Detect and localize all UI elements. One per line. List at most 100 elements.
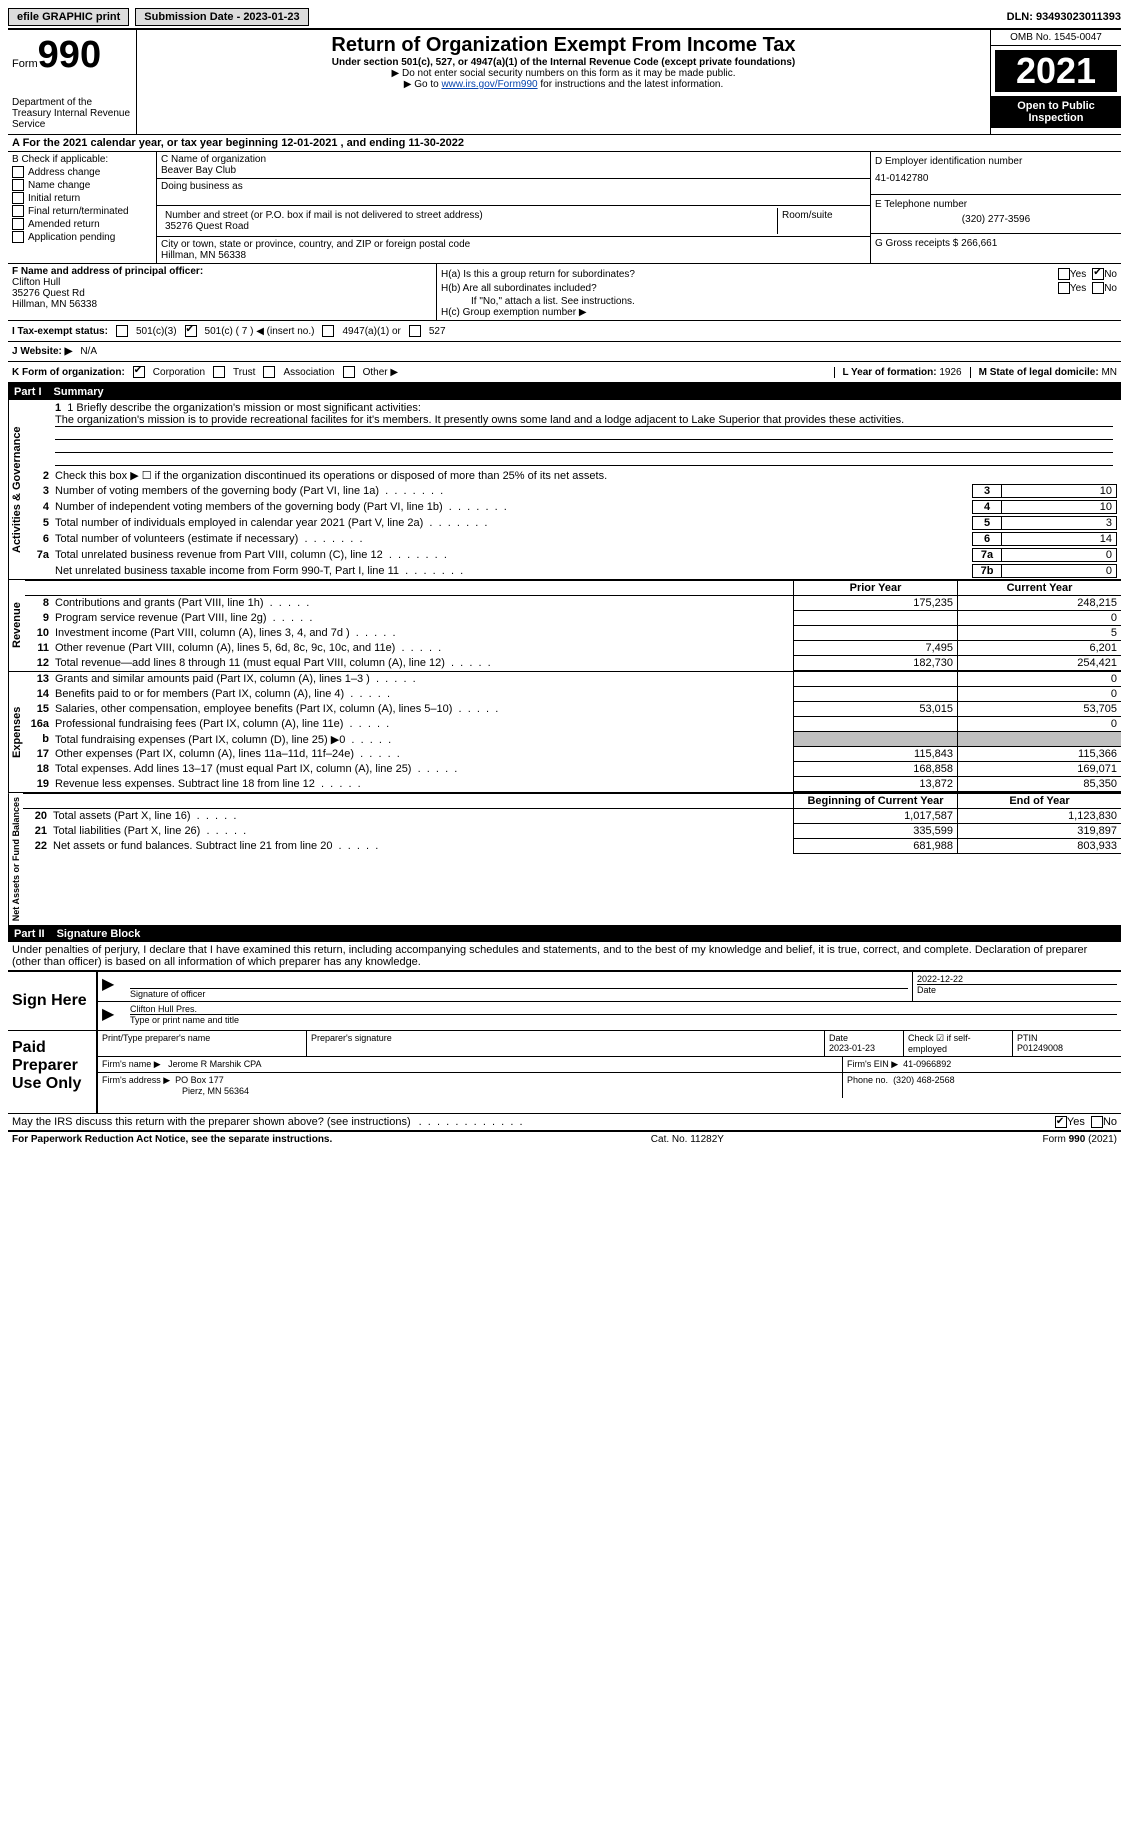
expenses-section: Expenses 13Grants and similar amounts pa… bbox=[8, 672, 1121, 793]
data-line: bTotal fundraising expenses (Part IX, co… bbox=[25, 732, 1121, 747]
form-note-2: ▶ Go to www.irs.gov/Form990 for instruct… bbox=[141, 79, 986, 90]
cb-assoc[interactable] bbox=[263, 366, 275, 378]
hb-note: If "No," attach a list. See instructions… bbox=[441, 296, 1117, 307]
data-line: 17Other expenses (Part IX, column (A), l… bbox=[25, 747, 1121, 762]
hb-label: H(b) Are all subordinates included? bbox=[441, 283, 1058, 294]
cb-final-return[interactable] bbox=[12, 205, 24, 217]
cb-ha-yes[interactable] bbox=[1058, 268, 1070, 280]
cb-discuss-no[interactable] bbox=[1091, 1116, 1103, 1128]
paid-preparer-section: Paid Preparer Use Only Print/Type prepar… bbox=[8, 1030, 1121, 1114]
open-inspection: Open to Public Inspection bbox=[991, 96, 1121, 128]
arrow-icon: ▶ bbox=[102, 1006, 114, 1023]
data-line: 22Net assets or fund balances. Subtract … bbox=[23, 839, 1121, 854]
cb-app-pending[interactable] bbox=[12, 231, 24, 243]
sign-here-section: Sign Here ▶ Signature of officer 2022-12… bbox=[8, 971, 1121, 1030]
activities-governance: Activities & Governance 1 1 Briefly desc… bbox=[8, 400, 1121, 580]
data-line: 14Benefits paid to or for members (Part … bbox=[25, 687, 1121, 702]
org-name: Beaver Bay Club bbox=[161, 165, 866, 176]
cb-initial-return[interactable] bbox=[12, 192, 24, 204]
form-note-1: ▶ Do not enter social security numbers o… bbox=[141, 68, 986, 79]
officer-label: F Name and address of principal officer: bbox=[12, 266, 432, 277]
dept-label: Department of the Treasury Internal Reve… bbox=[12, 97, 132, 130]
officer-addr: 35276 Quest Rd bbox=[12, 288, 432, 299]
cb-trust[interactable] bbox=[213, 366, 225, 378]
section-i: I Tax-exempt status: 501(c)(3) 501(c) ( … bbox=[8, 320, 1121, 341]
data-line: 20Total assets (Part X, line 16) . . . .… bbox=[23, 809, 1121, 824]
gross-value: 266,661 bbox=[961, 238, 997, 249]
part-1-header: Part I Summary bbox=[8, 384, 1121, 400]
cb-corp[interactable] bbox=[133, 366, 145, 378]
gross-label: G Gross receipts $ bbox=[875, 238, 958, 249]
section-j: J Website: ▶ N/A bbox=[8, 341, 1121, 361]
omb-number: OMB No. 1545-0047 bbox=[991, 30, 1121, 46]
gov-line: 7aTotal unrelated business revenue from … bbox=[25, 547, 1121, 563]
data-line: 13Grants and similar amounts paid (Part … bbox=[25, 672, 1121, 687]
data-line: 12Total revenue—add lines 8 through 11 (… bbox=[25, 656, 1121, 671]
cb-4947[interactable] bbox=[322, 325, 334, 337]
ein-value: 41-0142780 bbox=[875, 167, 1117, 190]
footer: For Paperwork Reduction Act Notice, see … bbox=[8, 1130, 1121, 1147]
cb-ha-no[interactable] bbox=[1092, 268, 1104, 280]
dba-label: Doing business as bbox=[161, 181, 866, 192]
cb-amended[interactable] bbox=[12, 218, 24, 230]
section-b-to-g: B Check if applicable: Address change Na… bbox=[8, 151, 1121, 263]
officer-name: Clifton Hull bbox=[12, 277, 432, 288]
irs-discuss-row: May the IRS discuss this return with the… bbox=[8, 1114, 1121, 1130]
line-2: 2 Check this box ▶ ☐ if the organization… bbox=[25, 468, 1121, 483]
gov-line: 4Number of independent voting members of… bbox=[25, 499, 1121, 515]
data-line: 16aProfessional fundraising fees (Part I… bbox=[25, 717, 1121, 732]
data-line: 18Total expenses. Add lines 13–17 (must … bbox=[25, 762, 1121, 777]
data-line: 11Other revenue (Part VIII, column (A), … bbox=[25, 641, 1121, 656]
data-line: 10Investment income (Part VIII, column (… bbox=[25, 626, 1121, 641]
gov-line: 6Total number of volunteers (estimate if… bbox=[25, 531, 1121, 547]
tax-year: 2021 bbox=[991, 46, 1121, 96]
submission-date-button[interactable]: Submission Date - 2023-01-23 bbox=[135, 8, 308, 26]
cb-hb-yes[interactable] bbox=[1058, 282, 1070, 294]
declaration: Under penalties of perjury, I declare th… bbox=[8, 942, 1121, 971]
cb-other[interactable] bbox=[343, 366, 355, 378]
name-label: C Name of organization bbox=[161, 154, 866, 165]
form-label: Form990 bbox=[12, 34, 132, 77]
efile-print-button[interactable]: efile GRAPHIC print bbox=[8, 8, 129, 26]
cb-discuss-yes[interactable] bbox=[1055, 1116, 1067, 1128]
section-f-h: F Name and address of principal officer:… bbox=[8, 263, 1121, 320]
org-address: 35276 Quest Road bbox=[165, 221, 773, 232]
dln-label: DLN: 93493023011393 bbox=[1007, 11, 1121, 23]
addr-label: Number and street (or P.O. box if mail i… bbox=[165, 210, 773, 221]
officer-city: Hillman, MN 56338 bbox=[12, 299, 432, 310]
phone-label: E Telephone number bbox=[875, 199, 1117, 210]
data-line: 9Program service revenue (Part VIII, lin… bbox=[25, 611, 1121, 626]
arrow-icon: ▶ bbox=[102, 976, 114, 993]
row-a-tax-year: A For the 2021 calendar year, or tax yea… bbox=[8, 134, 1121, 151]
room-label: Room/suite bbox=[778, 208, 866, 234]
mission-text: The organization's mission is to provide… bbox=[55, 414, 1113, 427]
ein-label: D Employer identification number bbox=[875, 156, 1117, 167]
form-subtitle: Under section 501(c), 527, or 4947(a)(1)… bbox=[141, 57, 986, 68]
section-b-label: B Check if applicable: bbox=[12, 154, 152, 165]
data-line: 19Revenue less expenses. Subtract line 1… bbox=[25, 777, 1121, 792]
top-bar: efile GRAPHIC print Submission Date - 20… bbox=[8, 8, 1121, 26]
cb-address-change[interactable] bbox=[12, 166, 24, 178]
form-title: Return of Organization Exempt From Incom… bbox=[141, 34, 986, 57]
net-assets-section: Net Assets or Fund Balances Beginning of… bbox=[8, 793, 1121, 926]
revenue-section: Revenue Prior Year Current Year 8Contrib… bbox=[8, 580, 1121, 672]
phone-value: (320) 277-3596 bbox=[875, 210, 1117, 229]
cb-hb-no[interactable] bbox=[1092, 282, 1104, 294]
city-label: City or town, state or province, country… bbox=[161, 239, 866, 250]
cb-501c[interactable] bbox=[185, 325, 197, 337]
part-2-header: Part II Signature Block bbox=[8, 926, 1121, 942]
section-k: K Form of organization: Corporation Trus… bbox=[8, 361, 1121, 384]
data-line: 15Salaries, other compensation, employee… bbox=[25, 702, 1121, 717]
gov-line: 5Total number of individuals employed in… bbox=[25, 515, 1121, 531]
line-1-label: 1 1 Briefly describe the organization's … bbox=[55, 402, 1113, 414]
irs-link[interactable]: www.irs.gov/Form990 bbox=[441, 79, 537, 90]
data-line: 8Contributions and grants (Part VIII, li… bbox=[25, 596, 1121, 611]
cb-501c3[interactable] bbox=[116, 325, 128, 337]
ha-label: H(a) Is this a group return for subordin… bbox=[441, 269, 1058, 280]
gov-line: 3Number of voting members of the governi… bbox=[25, 483, 1121, 499]
form-header: Form990 Department of the Treasury Inter… bbox=[8, 28, 1121, 134]
cb-name-change[interactable] bbox=[12, 179, 24, 191]
hc-label: H(c) Group exemption number ▶ bbox=[441, 307, 1117, 318]
org-city: Hillman, MN 56338 bbox=[161, 250, 866, 261]
cb-527[interactable] bbox=[409, 325, 421, 337]
